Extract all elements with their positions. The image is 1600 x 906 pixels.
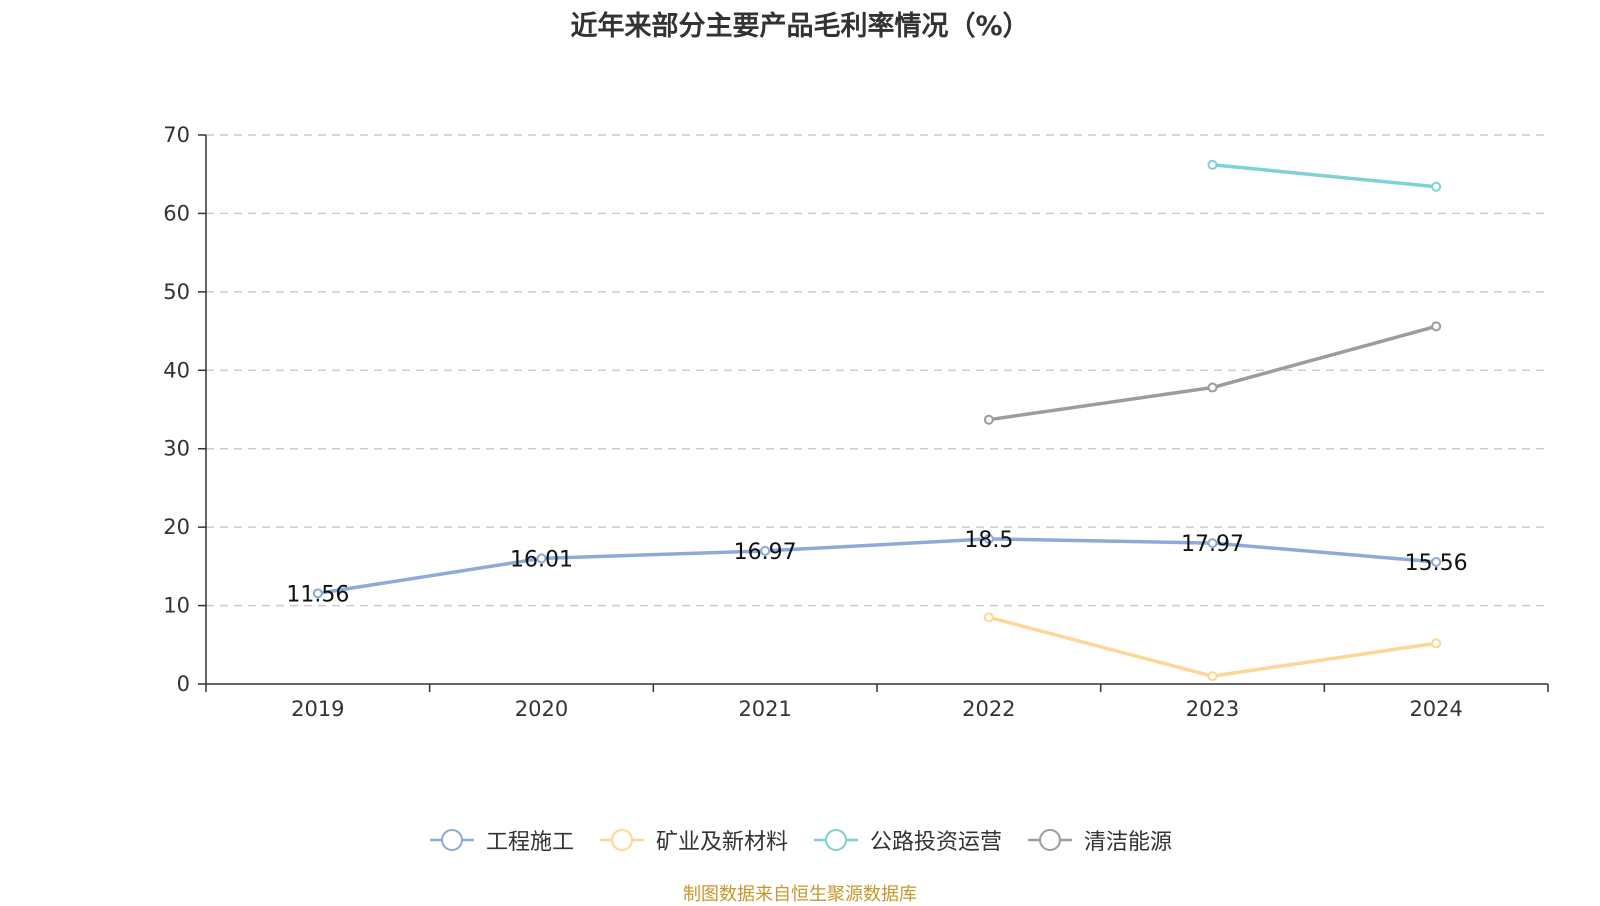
series-line-2: [1212, 163, 1437, 189]
data-point: [1207, 382, 1218, 393]
y-tick-label: 0: [177, 672, 190, 696]
legend-label: 矿业及新材料: [655, 830, 788, 855]
legend-label: 工程施工: [485, 830, 574, 855]
x-tick-label: 2022: [962, 697, 1015, 721]
data-point: [312, 588, 323, 599]
data-label: 16.01: [510, 547, 573, 572]
data-point: [983, 612, 994, 623]
axes: 0 10 20 30 40 50 60 70 2019 2020 2021 2022 2023 2024: [163, 123, 1549, 721]
legend-item[interactable]: 矿业及新材料: [598, 824, 788, 856]
series-lines: [312, 159, 1442, 682]
legend-label: 清洁能源: [1084, 830, 1173, 855]
data-label: 16.97: [734, 540, 797, 565]
legend-swatch-marker: [1039, 829, 1062, 851]
data-label: 11.56: [286, 582, 349, 607]
data-point: [1431, 321, 1442, 332]
data-point: [760, 545, 771, 556]
legend-swatch-marker: [440, 829, 463, 851]
source-note: 制图数据来自恒生聚源数据库: [683, 884, 917, 905]
x-tick-label: 2021: [738, 697, 791, 721]
legend-label: 公路投资运营: [870, 830, 1003, 855]
legend-swatch-marker: [610, 829, 633, 851]
data-labels: 11.56 16.01 16.97 18.5 17.97 15.56: [286, 528, 1467, 607]
y-tick-label: 10: [163, 594, 190, 618]
data-point: [1431, 556, 1442, 567]
data-label: 18.5: [964, 528, 1013, 553]
x-tick-label: 2020: [515, 697, 568, 721]
series-line-0: [317, 537, 1437, 596]
x-tick-label: 2023: [1186, 697, 1239, 721]
legend-swatch-marker: [825, 829, 847, 851]
y-tick-label: 40: [163, 358, 190, 382]
legend-swatch-icon: [599, 829, 644, 851]
legend-item[interactable]: 清洁能源: [1026, 824, 1172, 856]
legend-item[interactable]: 公路投资运营: [812, 824, 1002, 856]
data-point: [1431, 638, 1442, 649]
data-point: [1207, 538, 1218, 549]
data-label: 15.56: [1405, 551, 1468, 576]
grid-lines: [206, 134, 1548, 607]
data-point: [1207, 159, 1218, 170]
x-tick-label: 2019: [291, 697, 344, 721]
series-line-3: [988, 324, 1437, 422]
y-tick-label: 30: [163, 437, 190, 461]
legend-swatch-icon: [1028, 829, 1073, 851]
x-tick-label: 2024: [1409, 697, 1462, 721]
y-tick-label: 60: [163, 201, 190, 225]
data-point: [1207, 671, 1218, 682]
legend-item[interactable]: 工程施工: [428, 824, 574, 856]
data-point: [536, 553, 547, 564]
legend-swatch-icon: [429, 829, 474, 851]
y-tick-label: 50: [163, 280, 190, 304]
legend: 工程施工 矿业及新材料 公路投资运营 清洁能源: [0, 822, 1600, 858]
chart-title: 近年来部分主要产品毛利率情况（%）: [570, 11, 1030, 42]
data-point: [1431, 181, 1442, 192]
series-line-1: [988, 615, 1437, 678]
data-point: [983, 533, 994, 544]
legend-swatch-icon: [814, 829, 858, 851]
y-tick-label: 20: [163, 515, 190, 539]
y-tick-label: 70: [163, 123, 190, 147]
data-label: 17.97: [1181, 532, 1244, 557]
data-point: [983, 414, 994, 425]
